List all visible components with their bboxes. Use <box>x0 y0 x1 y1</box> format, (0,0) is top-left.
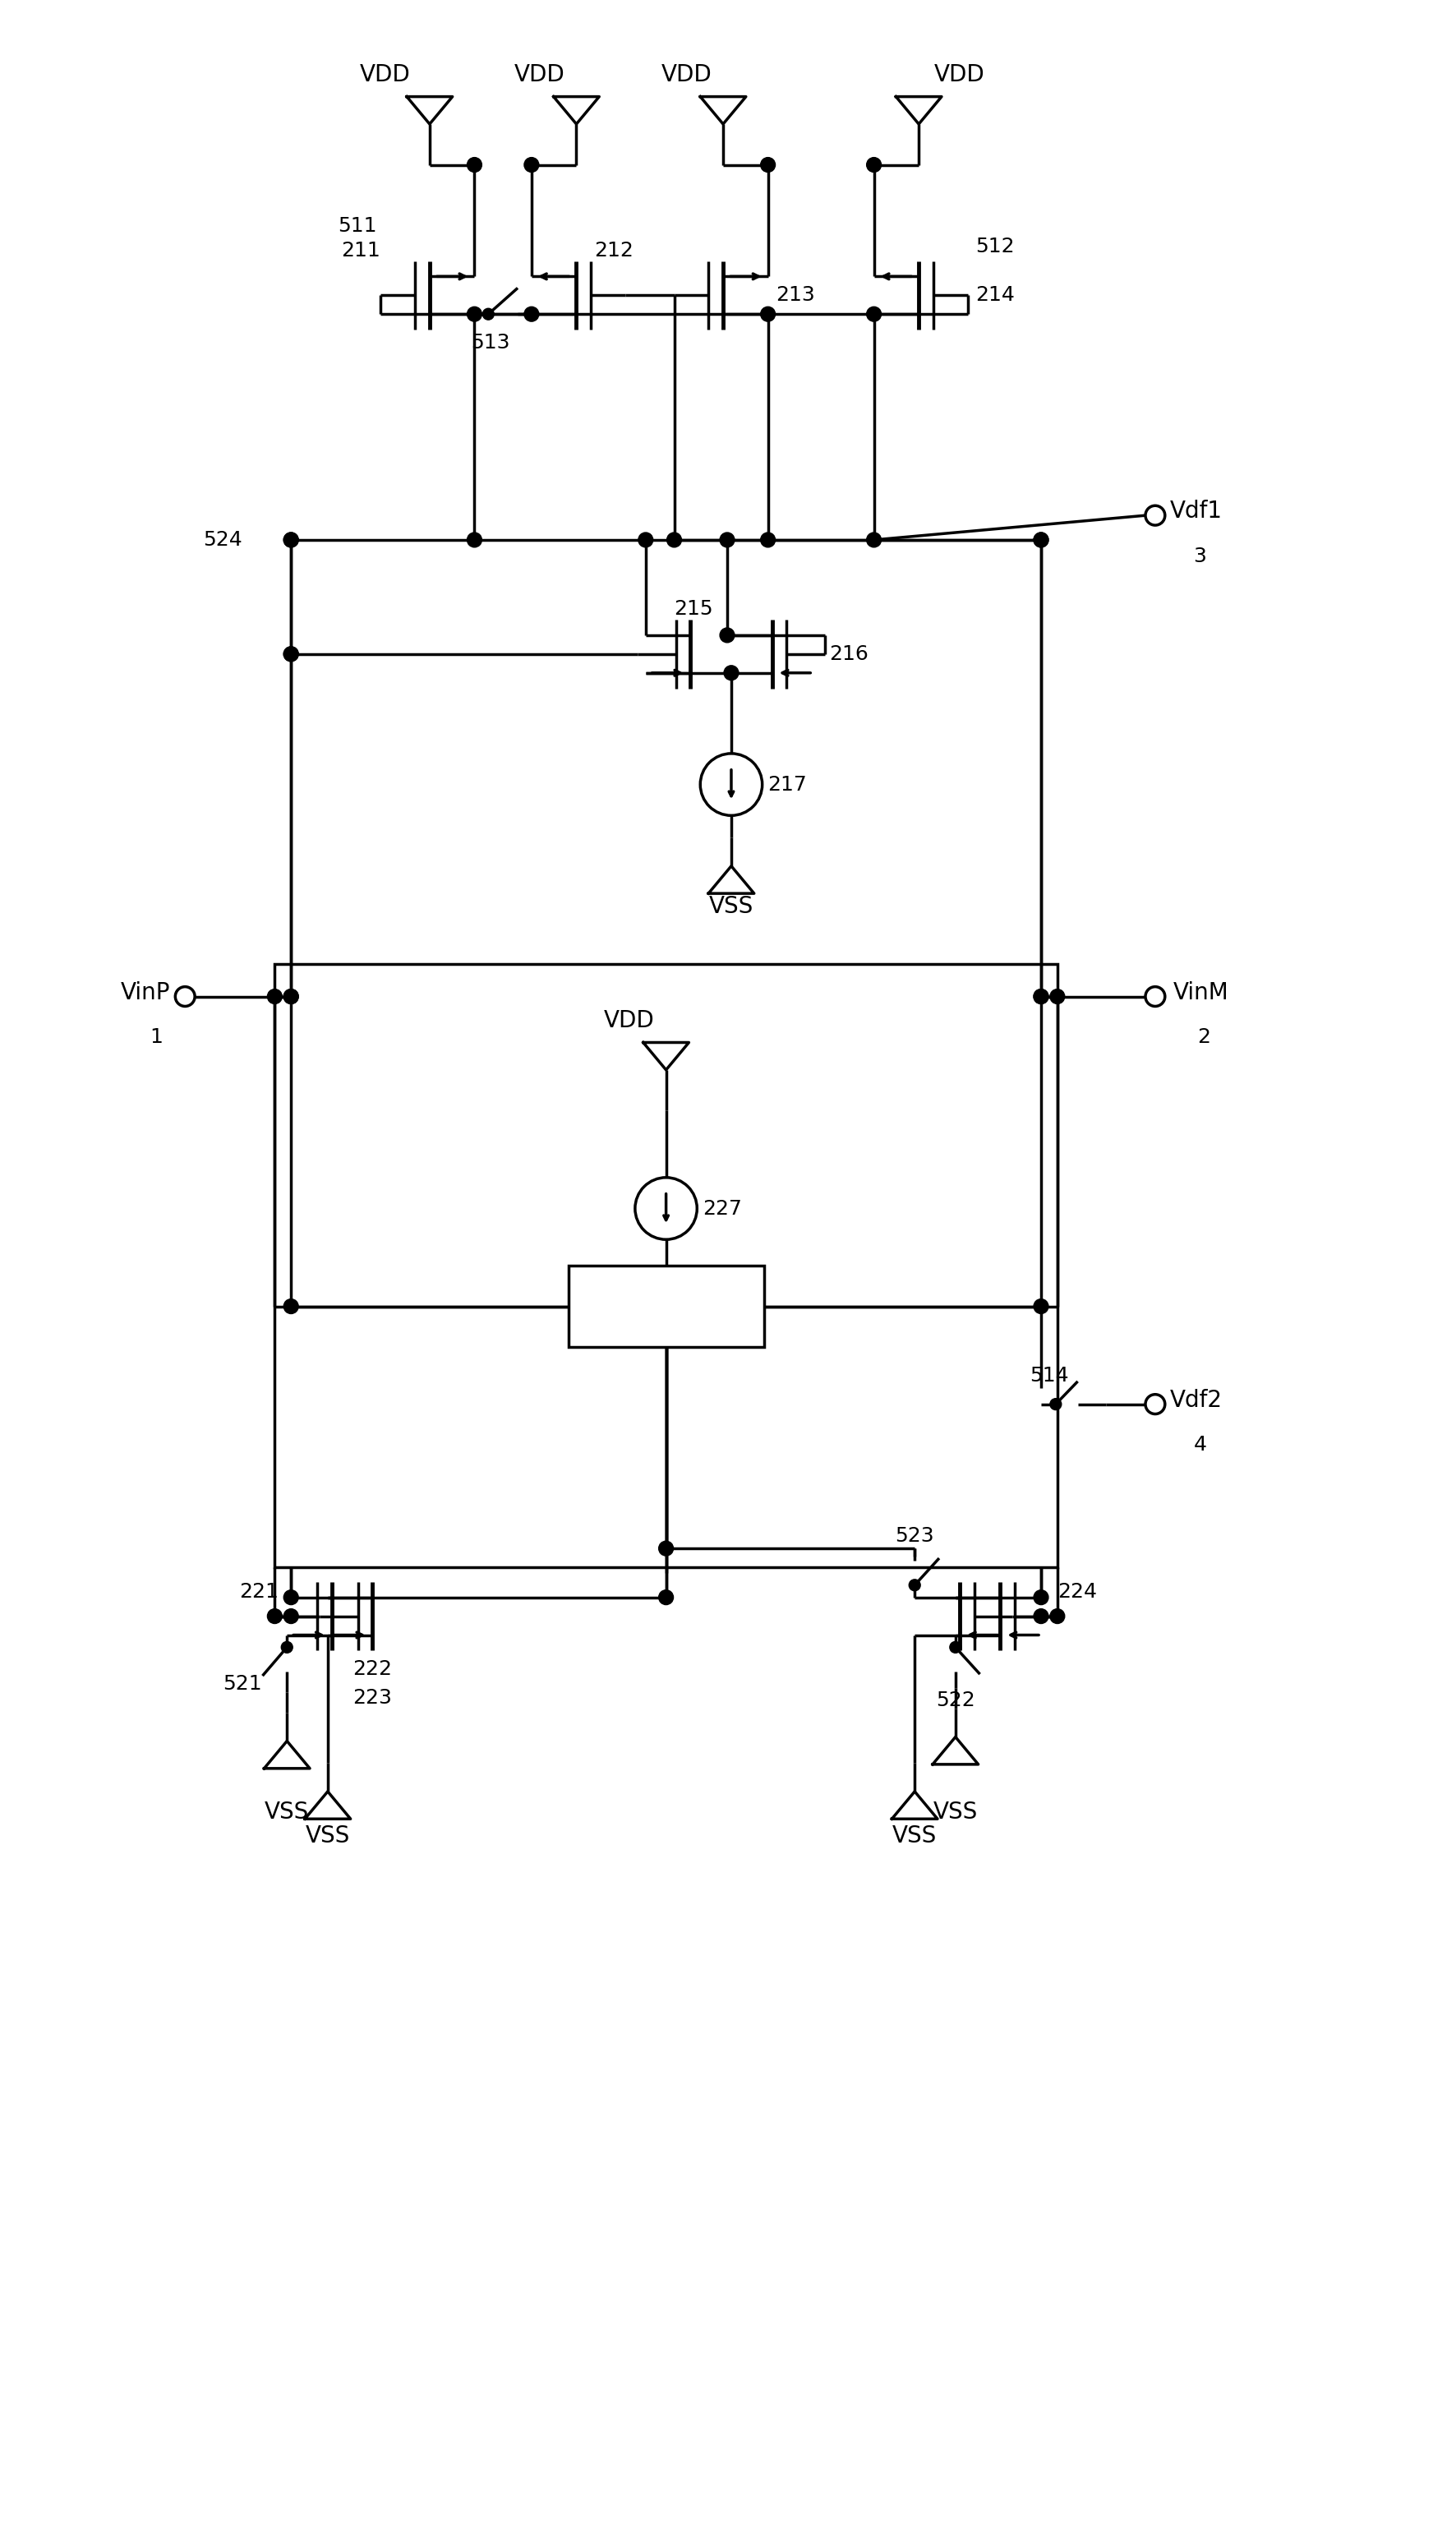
Text: 224: 224 <box>1057 1582 1096 1602</box>
Circle shape <box>281 1642 293 1653</box>
Circle shape <box>284 532 298 547</box>
Circle shape <box>284 989 298 1004</box>
Text: Vdf1: Vdf1 <box>1169 500 1223 522</box>
Text: VSS: VSS <box>265 1801 309 1824</box>
Text: 511: 511 <box>338 217 377 235</box>
Text: 212: 212 <box>594 240 633 260</box>
Circle shape <box>1034 532 1048 547</box>
Circle shape <box>719 532 734 547</box>
Text: 514: 514 <box>1029 1365 1069 1385</box>
Text: VSS: VSS <box>709 896 754 918</box>
Circle shape <box>866 532 881 547</box>
Text: 1: 1 <box>150 1027 163 1047</box>
Text: 2: 2 <box>1197 1027 1211 1047</box>
Circle shape <box>1034 989 1048 1004</box>
Text: 217: 217 <box>767 775 807 795</box>
Text: VinM: VinM <box>1174 981 1229 1004</box>
Circle shape <box>1034 1299 1048 1314</box>
Text: 513: 513 <box>472 333 510 353</box>
Text: VSS: VSS <box>306 1824 349 1847</box>
Circle shape <box>1050 1398 1061 1410</box>
Circle shape <box>284 1610 298 1622</box>
Text: 226: 226 <box>646 1317 686 1337</box>
Text: VDD: VDD <box>514 63 565 86</box>
Circle shape <box>524 308 539 320</box>
Circle shape <box>467 308 482 320</box>
Circle shape <box>866 156 881 172</box>
Circle shape <box>284 646 298 661</box>
Text: 222: 222 <box>352 1660 392 1678</box>
Circle shape <box>1050 1610 1064 1622</box>
Text: 216: 216 <box>828 643 868 664</box>
Text: VSS: VSS <box>893 1824 938 1847</box>
Text: 3: 3 <box>1194 547 1207 565</box>
Circle shape <box>909 1579 920 1592</box>
Text: VDD: VDD <box>604 1009 655 1032</box>
Text: VDD: VDD <box>360 63 411 86</box>
Text: 214: 214 <box>976 285 1015 305</box>
Text: 213: 213 <box>776 285 815 305</box>
Text: 211: 211 <box>342 240 380 260</box>
Circle shape <box>284 532 298 547</box>
Text: 524: 524 <box>202 530 242 550</box>
Text: 522: 522 <box>936 1690 976 1711</box>
Circle shape <box>482 308 494 320</box>
Circle shape <box>638 532 652 547</box>
Circle shape <box>1050 989 1064 1004</box>
Text: 521: 521 <box>223 1675 262 1693</box>
Circle shape <box>284 646 298 661</box>
Circle shape <box>467 532 482 547</box>
Circle shape <box>658 1542 673 1557</box>
Text: 215: 215 <box>674 600 713 618</box>
Text: VDD: VDD <box>661 63 712 86</box>
Circle shape <box>724 666 738 681</box>
Text: 4: 4 <box>1194 1436 1207 1456</box>
Circle shape <box>658 1589 673 1605</box>
Text: VDD: VDD <box>935 63 984 86</box>
Bar <box>568 1267 764 1347</box>
Circle shape <box>1034 989 1048 1004</box>
Text: Vdf2: Vdf2 <box>1169 1388 1223 1413</box>
Circle shape <box>719 628 734 643</box>
Circle shape <box>760 156 775 172</box>
Circle shape <box>284 1589 298 1605</box>
Circle shape <box>284 989 298 1004</box>
Circle shape <box>268 989 282 1004</box>
Text: 221: 221 <box>239 1582 278 1602</box>
Circle shape <box>866 308 881 320</box>
Circle shape <box>1034 1610 1048 1622</box>
Circle shape <box>949 1642 961 1653</box>
Text: 512: 512 <box>976 237 1015 257</box>
Text: 223: 223 <box>352 1688 392 1708</box>
Text: VinP: VinP <box>121 981 170 1004</box>
Circle shape <box>467 156 482 172</box>
Circle shape <box>284 1299 298 1314</box>
Circle shape <box>268 1610 282 1622</box>
Circle shape <box>667 532 681 547</box>
Bar <box>275 964 1057 1567</box>
Text: 227: 227 <box>703 1198 743 1219</box>
Text: VSS: VSS <box>933 1801 978 1824</box>
Circle shape <box>1034 532 1048 547</box>
Circle shape <box>524 156 539 172</box>
Text: 523: 523 <box>895 1526 935 1547</box>
Text: 225: 225 <box>645 1287 687 1309</box>
Circle shape <box>760 532 775 547</box>
Circle shape <box>760 308 775 320</box>
Circle shape <box>1034 1589 1048 1605</box>
